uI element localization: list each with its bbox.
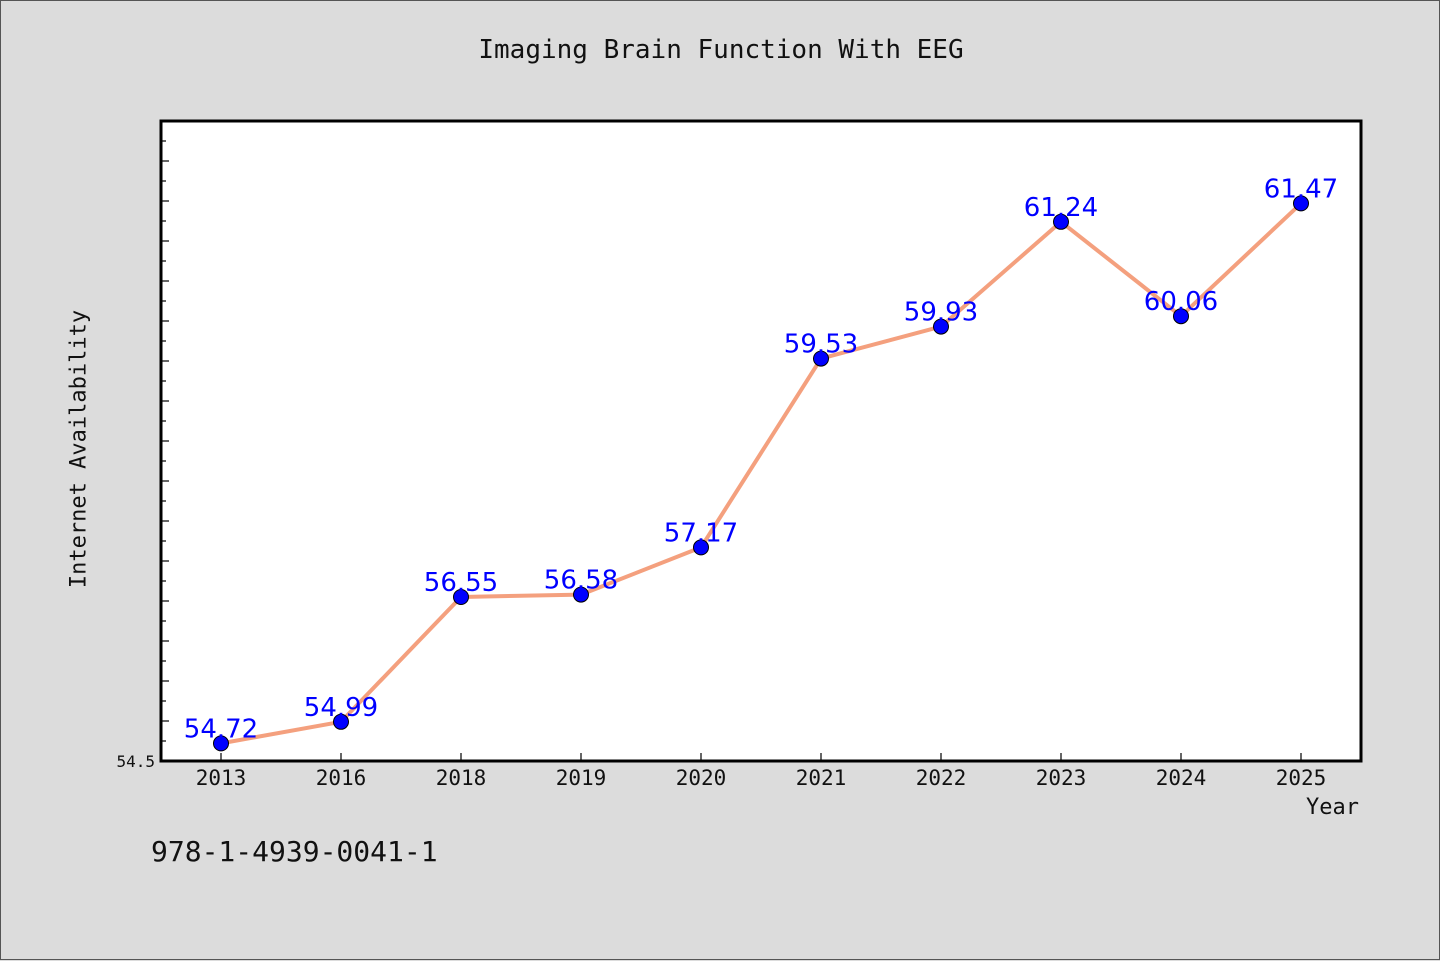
x-tick-label: 2018 <box>436 766 487 790</box>
y-tick-label: 54.5 <box>116 752 155 771</box>
y-axis-label: Internet Availability <box>66 309 92 589</box>
x-tick-label: 2019 <box>556 766 607 790</box>
x-tick-label: 2021 <box>796 766 847 790</box>
plot-area <box>159 119 1363 763</box>
x-tick-label: 2013 <box>196 766 247 790</box>
x-tick-label: 2020 <box>676 766 727 790</box>
data-label: 59.53 <box>784 330 858 360</box>
data-point <box>813 350 829 367</box>
data-point <box>693 539 709 556</box>
x-tick-label: 2024 <box>1156 766 1207 790</box>
data-label: 57.17 <box>664 518 738 548</box>
data-label: 56.55 <box>424 568 498 598</box>
x-tick-label: 2025 <box>1276 766 1327 790</box>
data-label: 54.72 <box>184 714 258 744</box>
x-axis-label: Year <box>1306 795 1359 820</box>
data-label: 60.06 <box>1144 287 1218 317</box>
data-point <box>933 318 949 335</box>
series-line <box>219 201 1303 746</box>
markers-layer <box>213 195 1309 752</box>
series-layer <box>219 201 1303 746</box>
x-tick-label: 2022 <box>916 766 967 790</box>
chart-title: Imaging Brain Function With EEG <box>478 35 964 65</box>
data-point <box>453 589 469 605</box>
data-point <box>1293 195 1309 212</box>
data-label: 56.58 <box>544 566 618 596</box>
x-tick-label: 2016 <box>316 766 367 790</box>
y-axis-ticks: 54.5 <box>116 140 169 771</box>
data-label: 54.99 <box>304 693 378 723</box>
data-label: 61.47 <box>1264 174 1338 204</box>
x-tick-label: 2023 <box>1036 766 1087 790</box>
data-point <box>213 735 229 752</box>
data-label: 61.24 <box>1024 193 1098 223</box>
data-point <box>333 713 349 730</box>
isbn-text: 978-1-4939-0041-1 <box>151 835 438 868</box>
data-point <box>1173 308 1189 325</box>
data-labels-layer: 54.72 54.99 56.55 56.58 57.17 59.53 59.93 61.24… <box>184 174 1338 744</box>
data-point <box>573 586 589 603</box>
data-label: 59.93 <box>904 298 978 328</box>
x-axis-ticks: 2013 2016 2018 2019 2020 2021 2022 2023 2024 2025 <box>196 753 1327 790</box>
data-point <box>1053 213 1069 230</box>
